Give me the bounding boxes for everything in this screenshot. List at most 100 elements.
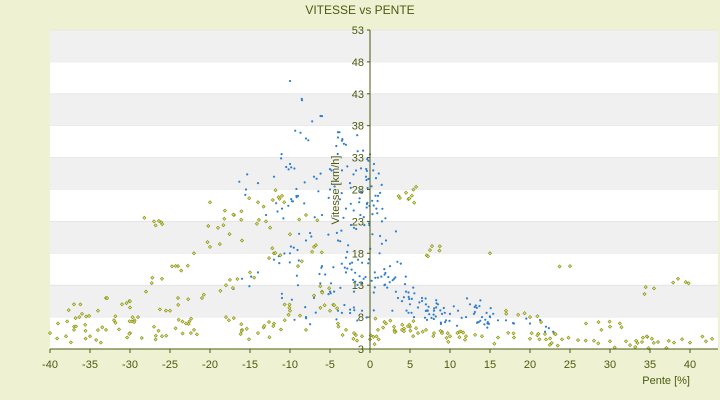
data-point-olive bbox=[199, 295, 205, 301]
data-point-olive bbox=[371, 334, 376, 339]
data-point-blue bbox=[460, 316, 463, 319]
data-point-blue bbox=[383, 268, 386, 271]
data-point-blue bbox=[293, 318, 296, 321]
series-blue-points bbox=[232, 79, 555, 333]
data-point-olive bbox=[231, 316, 236, 321]
x-tick-label: -40 bbox=[42, 359, 58, 371]
data-point-blue bbox=[304, 306, 307, 309]
data-point-olive bbox=[113, 314, 118, 319]
data-point-blue bbox=[355, 227, 358, 231]
data-point-olive bbox=[392, 329, 397, 335]
data-point-blue bbox=[379, 191, 382, 194]
data-point-olive bbox=[409, 193, 414, 198]
data-point-blue bbox=[335, 144, 338, 148]
x-tick-label: 20 bbox=[524, 359, 536, 371]
data-point-blue bbox=[538, 318, 542, 322]
data-point-olive bbox=[318, 284, 323, 289]
data-point-blue bbox=[340, 192, 343, 195]
data-point-olive bbox=[415, 330, 421, 336]
data-point-olive bbox=[535, 314, 540, 319]
data-point-blue bbox=[317, 190, 320, 193]
data-point-olive bbox=[381, 325, 386, 330]
data-point-olive bbox=[373, 316, 378, 321]
data-point-olive bbox=[151, 324, 157, 329]
data-point-olive bbox=[303, 327, 309, 332]
data-point-blue bbox=[328, 188, 332, 191]
y-tick-label: 43 bbox=[352, 89, 364, 101]
data-point-blue bbox=[374, 194, 377, 197]
data-point-olive bbox=[374, 334, 379, 339]
data-point-olive bbox=[127, 299, 133, 304]
data-point-blue bbox=[377, 172, 380, 175]
data-point-olive bbox=[207, 244, 213, 249]
data-point-olive bbox=[263, 219, 269, 224]
data-point-blue bbox=[354, 271, 357, 274]
y-tick-label: 8 bbox=[358, 312, 364, 324]
data-point-olive bbox=[543, 337, 549, 342]
data-point-olive bbox=[537, 337, 542, 342]
data-point-olive bbox=[700, 334, 705, 339]
data-point-blue bbox=[364, 275, 367, 279]
data-point-olive bbox=[575, 338, 581, 343]
data-point-blue bbox=[408, 303, 412, 306]
data-point-olive bbox=[495, 335, 501, 340]
data-point-blue bbox=[379, 234, 382, 238]
data-point-olive bbox=[273, 251, 278, 256]
data-point-blue bbox=[305, 317, 308, 320]
data-point-olive bbox=[153, 337, 158, 342]
data-point-blue bbox=[314, 311, 317, 314]
data-point-olive bbox=[318, 305, 323, 310]
data-point-olive bbox=[599, 327, 604, 332]
data-point-blue bbox=[294, 129, 297, 132]
data-point-blue bbox=[504, 319, 508, 322]
data-point-olive bbox=[297, 217, 302, 222]
data-point-olive bbox=[617, 321, 622, 326]
data-point-olive bbox=[255, 200, 261, 205]
data-point-olive bbox=[335, 306, 340, 311]
data-point-olive bbox=[87, 313, 92, 318]
data-point-olive bbox=[634, 338, 639, 343]
data-point-blue bbox=[315, 177, 318, 180]
data-point-blue bbox=[455, 324, 459, 327]
data-point-blue bbox=[363, 224, 366, 227]
data-point-olive bbox=[567, 264, 573, 269]
data-point-olive bbox=[400, 322, 405, 327]
data-point-olive bbox=[83, 322, 88, 327]
data-point-olive bbox=[447, 334, 453, 339]
data-point-blue bbox=[380, 220, 384, 223]
data-point-blue bbox=[402, 296, 405, 299]
data-point-olive bbox=[438, 328, 443, 333]
data-point-blue bbox=[362, 149, 365, 152]
data-point-olive bbox=[310, 249, 315, 254]
data-point-blue bbox=[388, 281, 391, 284]
data-point-blue bbox=[424, 309, 427, 313]
data-point-blue bbox=[344, 271, 348, 274]
data-point-blue bbox=[296, 284, 300, 287]
data-point-olive bbox=[287, 232, 293, 237]
data-point-blue bbox=[250, 275, 253, 278]
data-point-olive bbox=[142, 215, 147, 220]
grid-band bbox=[50, 93, 718, 126]
data-point-olive bbox=[431, 334, 436, 339]
data-point-blue bbox=[327, 293, 330, 296]
x-tick-label: 40 bbox=[684, 359, 696, 371]
data-point-blue bbox=[366, 186, 369, 190]
data-point-blue bbox=[365, 202, 368, 206]
data-point-olive bbox=[73, 324, 79, 329]
data-point-olive bbox=[391, 324, 397, 329]
data-point-blue bbox=[384, 283, 387, 286]
data-point-blue bbox=[362, 216, 365, 219]
data-point-blue bbox=[456, 309, 460, 312]
data-point-olive bbox=[287, 305, 292, 310]
data-point-blue bbox=[416, 306, 420, 309]
data-point-blue bbox=[354, 280, 357, 283]
data-point-blue bbox=[468, 303, 472, 306]
x-tick-label: -30 bbox=[122, 359, 138, 371]
data-point-blue bbox=[290, 198, 293, 201]
data-point-blue bbox=[528, 322, 532, 325]
data-point-blue bbox=[477, 321, 480, 324]
data-point-olive bbox=[444, 335, 449, 340]
data-point-olive bbox=[223, 315, 229, 320]
data-point-olive bbox=[607, 324, 613, 329]
x-tick-label: 5 bbox=[407, 359, 413, 371]
